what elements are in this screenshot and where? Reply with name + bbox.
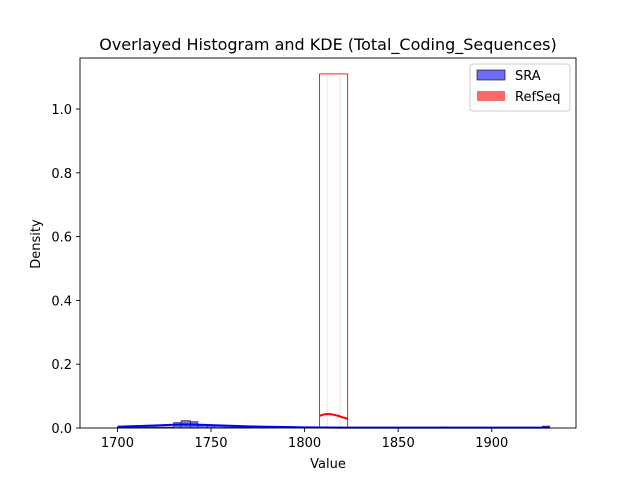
- kde-line-refseq: [319, 412, 348, 420]
- x-tick-label-4: 1900: [475, 436, 508, 451]
- x-axis-label: Value: [310, 457, 346, 472]
- legend: SRA RefSeq: [469, 63, 571, 112]
- y-tick-label-5: 1.0: [51, 103, 72, 118]
- x-tick-label-3: 1850: [382, 436, 415, 451]
- axes: 1700 1750 1800 1850 1900 0.0 0.2 0.4 0.6 0.8 1.0: [51, 57, 577, 451]
- legend-swatch-refseq: [477, 91, 505, 101]
- x-tick-label-0: 1700: [101, 436, 134, 451]
- chart-title: Overlayed Histogram and KDE (Total_Codin…: [99, 35, 557, 55]
- y-tick-label-0: 0.0: [51, 422, 72, 437]
- y-tick-label-4: 0.8: [51, 167, 72, 182]
- histogram-bar-refseq-0: [319, 73, 349, 429]
- y-tick-label-2: 0.4: [51, 294, 72, 309]
- legend-swatch-sra: [476, 69, 506, 81]
- legend-label-sra: SRA: [515, 69, 541, 84]
- y-tick-label-3: 0.6: [51, 231, 72, 246]
- axes-frame: [79, 57, 577, 429]
- x-tick-label-1: 1750: [194, 436, 227, 451]
- legend-label-refseq: RefSeq: [515, 90, 561, 105]
- x-tick-label-2: 1800: [288, 436, 321, 451]
- y-axis-label: Density: [29, 219, 44, 269]
- y-tick-label-1: 0.2: [51, 358, 72, 373]
